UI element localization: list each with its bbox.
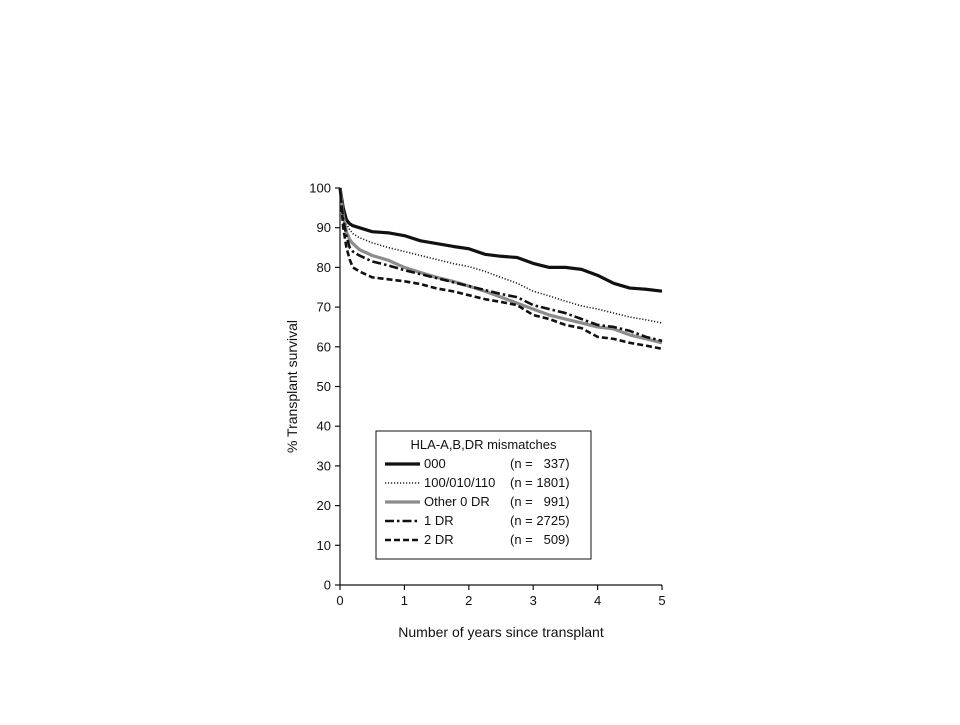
x-tick-label: 3 [530, 593, 537, 608]
legend-count-3: (n = 2725) [510, 513, 570, 528]
y-tick-label: 60 [317, 339, 331, 354]
legend-title: HLA-A,B,DR mismatches [411, 437, 557, 452]
y-tick-label: 80 [317, 260, 331, 275]
legend-label-0: 000 [424, 456, 446, 471]
x-tick-label: 4 [594, 593, 601, 608]
series-line-2 [338, 187, 663, 345]
y-tick-label: 0 [324, 578, 331, 593]
series-line-0 [338, 187, 663, 293]
y-tick-label: 10 [317, 538, 331, 553]
y-tick-label: 30 [317, 458, 331, 473]
y-ticks: 0 10 20 30 40 50 60 70 80 90 100 [309, 181, 340, 593]
series-line-4 [338, 187, 663, 351]
series-group [338, 187, 663, 351]
legend: HLA-A,B,DR mismatches 000 (n = 337) 100/01… [375, 430, 592, 560]
legend-count-4: (n = 509) [510, 532, 570, 547]
legend-label-4: 2 DR [424, 532, 454, 547]
legend-count-0: (n = 337) [510, 456, 570, 471]
x-axis-title: Number of years since transplant [398, 624, 604, 640]
y-tick-label: 50 [317, 379, 331, 394]
x-tick-label: 1 [401, 593, 408, 608]
x-ticks: 0 1 2 3 4 5 [336, 585, 666, 608]
x-tick-label: 0 [336, 593, 343, 608]
x-tick-label: 5 [658, 593, 665, 608]
legend-box [375, 430, 592, 560]
series-line-1 [339, 187, 663, 324]
y-tick-label: 20 [317, 498, 331, 513]
legend-label-3: 1 DR [424, 513, 454, 528]
series-line-3 [338, 187, 663, 343]
legend-count-2: (n = 991) [510, 494, 570, 509]
y-tick-label: 70 [317, 300, 331, 315]
legend-label-2: Other 0 DR [424, 494, 490, 509]
y-tick-label: 100 [309, 181, 331, 196]
legend-label-1: 100/010/110 [424, 475, 495, 490]
legend-items: 000 (n = 337) 100/010/110 (n = 1801) Other 0… [385, 456, 570, 547]
y-tick-label: 40 [317, 419, 331, 434]
legend-count-1: (n = 1801) [510, 475, 570, 490]
y-tick-label: 90 [317, 220, 331, 235]
x-tick-label: 2 [465, 593, 472, 608]
y-axis-title: % Transplant survival [284, 320, 300, 453]
